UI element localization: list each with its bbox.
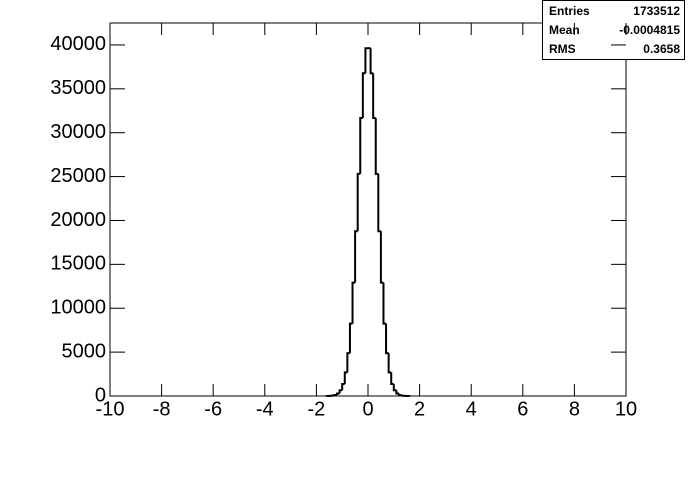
y-tick-label: 15000 (50, 253, 106, 275)
y-tick-label: 30000 (50, 121, 106, 143)
y-tick-label: 5000 (62, 340, 107, 362)
x-tick-label: 4 (466, 398, 477, 420)
histogram-bin (402, 395, 405, 396)
y-tick-label: 20000 (50, 209, 106, 231)
y-tick-label: 10000 (50, 297, 106, 319)
y-tick-label: 35000 (50, 77, 106, 99)
y-tick-label: 0 (95, 384, 106, 406)
stats-value: 0.3658 (643, 42, 680, 56)
stats-label: RMS (549, 42, 576, 56)
x-tick-label: 8 (569, 398, 580, 420)
x-tick-label: -6 (204, 398, 222, 420)
x-tick-label: -4 (256, 398, 274, 420)
histogram-bin (334, 395, 337, 396)
x-tick-label: 10 (615, 398, 637, 420)
x-tick-label: -8 (153, 398, 171, 420)
y-tick-label: 25000 (50, 165, 106, 187)
stats-value: 1733512 (633, 4, 680, 18)
x-tick-label: 0 (362, 398, 373, 420)
stats-label: Mean (549, 23, 580, 37)
y-tick-label: 40000 (50, 33, 106, 55)
x-tick-label: 2 (414, 398, 425, 420)
x-tick-label: -2 (308, 398, 326, 420)
x-tick-label: 6 (517, 398, 528, 420)
stats-label: Entries (549, 4, 590, 18)
stats-value: -0.0004815 (619, 23, 680, 37)
